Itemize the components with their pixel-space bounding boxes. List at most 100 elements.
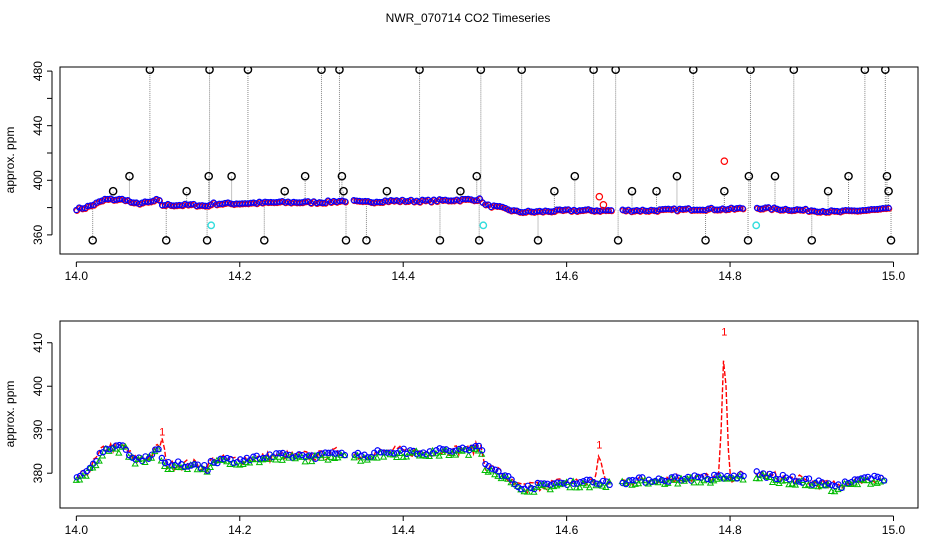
outlier-point [746,67,755,75]
data-point [83,467,90,475]
data-point [201,202,209,210]
data-point [773,475,780,483]
data-point [579,206,586,214]
triangle-point [196,464,205,471]
x-tick-label: 14.4 [392,269,416,283]
data-point [93,457,100,465]
triangle-point [837,483,845,491]
outlier-point [415,67,424,75]
data-point [322,449,329,456]
chart-title: NWR_070714 CO2 Timeseries [386,11,551,25]
data-point [811,207,818,215]
data-point [442,446,450,453]
data-point [559,207,566,214]
outlier-point [884,186,893,196]
data-point [147,198,154,205]
data-point [319,199,326,207]
data-point [299,199,306,206]
data-point [158,201,166,209]
x-tick-label: 14.8 [718,269,742,283]
data-point [341,198,349,205]
data-point [433,447,440,454]
data-point [312,455,319,462]
outlier-point [456,186,465,196]
data-point [188,462,195,469]
outlier-point [435,236,445,245]
data-point [789,473,796,480]
outlier-point [341,236,351,245]
x-tick-label: 14.8 [718,523,742,537]
y-tick-label: 400 [31,376,45,396]
data-point [622,207,629,214]
data-point [112,442,120,449]
data-point [519,209,526,216]
data-point [874,473,881,481]
data-point [464,195,472,203]
data-point [302,453,309,461]
triangle-point [523,488,532,495]
data-point [136,200,143,208]
spike-label: 1 [159,426,165,438]
data-point [436,445,443,452]
triangle-point [654,478,662,486]
data-point [155,446,162,453]
outlier-point [339,186,348,196]
data-point [296,199,303,206]
triangle-point [275,453,283,460]
flag-point [479,221,488,230]
data-point [224,199,232,206]
data-point [583,476,590,483]
outlier-point [744,171,754,181]
data-point [510,207,518,214]
outlier-point [807,236,817,245]
data-point [607,207,615,214]
triangle-point [131,459,139,467]
data-point [753,204,761,212]
triangle-point [755,474,764,482]
data-point [204,467,211,474]
outlier-point [474,236,484,245]
series-line [75,360,884,494]
data-point [462,446,470,453]
data-point [530,208,538,216]
outlier-point [317,67,326,75]
data-point [187,201,194,208]
data-point [671,473,679,480]
triangle-point [853,480,862,488]
data-point [658,476,666,484]
bottom-plot-frame [59,320,919,509]
data-point [627,208,635,215]
data-point [122,446,130,453]
data-point [505,473,512,480]
data-point [573,207,581,215]
data-point [508,476,515,483]
data-point [328,449,335,456]
data-point [562,206,569,213]
outlier-point [789,67,799,75]
data-point [223,454,231,462]
data-point [815,477,823,484]
data-point [176,201,183,209]
data-point [822,482,829,489]
outlier-point [202,236,212,245]
triangle-point [92,461,100,469]
data-point [227,455,234,463]
y-tick-label: 360 [31,225,45,245]
data-point [704,475,711,483]
data-point [650,207,658,214]
data-point [805,475,813,482]
data-point [527,484,535,492]
x-tick-label: 14.0 [65,269,89,283]
data-point [422,197,429,204]
data-point [478,447,486,454]
red-point [595,192,604,201]
data-point [84,202,91,210]
triangle-point [379,453,388,460]
triangle-point [425,452,434,459]
data-point [501,472,509,479]
y-tick-label: 480 [31,61,45,81]
data-point [770,204,778,211]
data-point [626,477,633,484]
outlier-point [382,186,392,196]
data-point [694,473,702,481]
